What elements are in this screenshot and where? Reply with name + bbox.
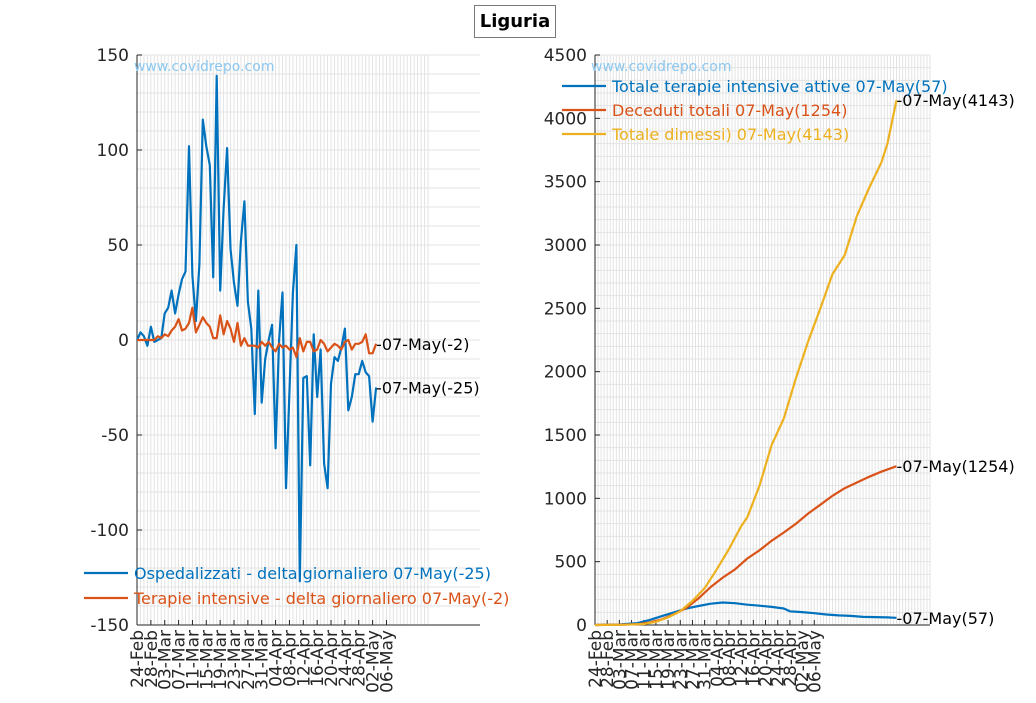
x-tick-label: 04-Apr: [267, 630, 287, 687]
x-tick-label: 15-Mar: [197, 630, 217, 690]
series-end-label: -07-May(4143): [897, 91, 1015, 110]
y-tick-label: 0: [576, 616, 587, 636]
x-tick-label: 07-Mar: [170, 630, 190, 690]
x-tick-label: 24-Feb: [586, 630, 606, 688]
chart-title: Liguria: [479, 11, 551, 32]
y-tick-label: -100: [90, 521, 129, 541]
legend-entry: Totale dimessi) 07-May(4143): [611, 125, 849, 144]
x-tick-label: 27-Mar: [683, 630, 703, 690]
x-tick-label: 03-Mar: [156, 630, 176, 690]
x-tick-label: 23-Mar: [225, 630, 245, 690]
y-tick-label: 150: [97, 46, 129, 66]
x-tick-label: 28-Apr: [350, 630, 370, 687]
series-end-label: -07-May(-2): [376, 335, 469, 354]
y-tick-label: -50: [101, 426, 129, 446]
x-tick-label: 06-May: [377, 630, 397, 693]
y-tick-label: 50: [107, 236, 129, 256]
watermark: www.covidrepo.com: [134, 59, 274, 75]
x-tick-label: 15-Mar: [647, 630, 667, 690]
x-tick-label: 04-Apr: [708, 630, 728, 687]
x-tick-label: 24-Apr: [769, 630, 789, 687]
y-tick-label: 3000: [544, 236, 587, 256]
legend-entry: Deceduti totali 07-May(1254): [612, 101, 847, 120]
y-tick-label: 1000: [544, 489, 587, 509]
x-tick-label: 16-Apr: [308, 630, 328, 687]
x-tick-label: 31-Mar: [696, 630, 716, 690]
y-tick-label: -150: [90, 616, 129, 636]
x-tick-label: 08-Apr: [720, 630, 740, 687]
x-tick-label: 31-Mar: [253, 630, 273, 690]
x-tick-label: 12-Apr: [732, 630, 752, 687]
chart-panel-1: -150 -100 -50 0 50 100 150 24-Feb28-Feb03-Mar07…: [84, 46, 509, 693]
y-tick-label: 2500: [544, 299, 587, 319]
chart-title-box: Liguria: [474, 5, 556, 38]
x-tick-label: 28-Apr: [781, 630, 801, 687]
x-tick-label: 02-May: [793, 630, 813, 693]
x-tick-label: 08-Apr: [280, 630, 300, 687]
series-end-label: -07-May(1254): [897, 457, 1015, 476]
series-line-1: [136, 74, 378, 583]
x-tick-label: 24-Feb: [128, 630, 148, 688]
x-tick-label: 11-Mar: [183, 630, 203, 690]
x-tick-label: 20-Apr: [757, 630, 777, 687]
x-tick-label: 02-May: [364, 630, 384, 693]
x-tick-label: 12-Apr: [294, 630, 314, 687]
series-end-label: -07-May(-25): [376, 379, 480, 398]
series-line-2: [137, 306, 378, 359]
x-tick-label: 03-Mar: [610, 630, 630, 690]
legend-entry: Terapie intensive - delta giornaliero 07…: [133, 589, 509, 608]
legend-entry: Totale terapie intensive attive 07-May(5…: [611, 77, 948, 96]
legend-entry: Ospedalizzati - delta giornaliero 07-May…: [134, 564, 491, 583]
y-tick-label: 100: [97, 141, 129, 161]
y-tick-label: 4000: [544, 109, 587, 129]
y-tick-label: 0: [118, 331, 129, 351]
y-tick-label: 1500: [544, 426, 587, 446]
x-tick-label: 23-Mar: [671, 630, 691, 690]
y-tick-label: 500: [555, 553, 587, 573]
x-tick-label: 06-May: [805, 630, 825, 693]
x-tick-label: 19-Mar: [659, 630, 679, 690]
x-tick-label: 28-Feb: [598, 630, 618, 688]
series-end-label: -07-May(57): [897, 609, 995, 628]
x-tick-label: 07-Mar: [623, 630, 643, 690]
series-line-1: [594, 601, 897, 627]
y-tick-label: 3500: [544, 173, 587, 193]
y-tick-label: 2000: [544, 363, 587, 383]
x-tick-label: 16-Apr: [744, 630, 764, 687]
x-tick-label: 11-Mar: [635, 630, 655, 690]
x-tick-label: 27-Mar: [239, 630, 259, 690]
x-tick-label: 24-Apr: [336, 630, 356, 687]
y-tick-label: 4500: [544, 46, 587, 66]
series-line-3: [594, 99, 898, 627]
x-tick-label: 28-Feb: [142, 630, 162, 688]
watermark: www.covidrepo.com: [591, 59, 731, 75]
x-tick-label: 20-Apr: [322, 630, 342, 687]
x-tick-label: 19-Mar: [211, 630, 231, 690]
chart-panel-2: 0 500 1000 1500 2000 2500 3000 3500 4000 4500 24-F…: [544, 46, 1015, 693]
